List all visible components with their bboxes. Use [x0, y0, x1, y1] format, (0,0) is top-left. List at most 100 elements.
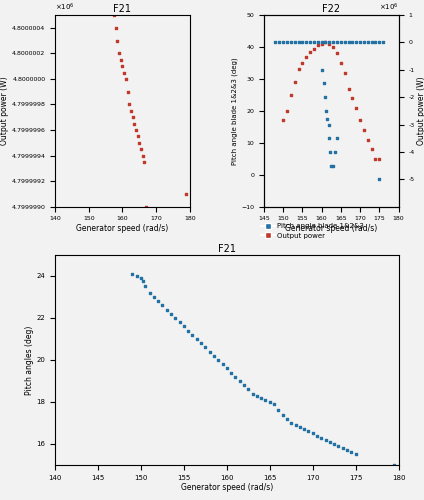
Text: $\times$10$^6$: $\times$10$^6$ [55, 2, 75, 13]
Point [170, 408, 176, 416]
Point [360, 126, 367, 134]
Point [292, 421, 299, 429]
Point [288, 419, 295, 427]
Point [284, 415, 290, 423]
Point [159, 302, 166, 310]
Point [215, 356, 222, 364]
Point [189, 331, 196, 339]
Y-axis label: Pitch angle blade 1&2&3 (deg): Pitch angle blade 1&2&3 (deg) [232, 57, 238, 164]
Point [245, 386, 252, 394]
Point [236, 377, 243, 385]
Point [301, 426, 307, 434]
Point [151, 266, 158, 274]
Point [322, 93, 329, 101]
Point [139, 277, 146, 285]
Point [330, 43, 337, 51]
Point [323, 107, 329, 115]
Point [326, 38, 333, 46]
Point [123, 75, 129, 83]
Point [151, 293, 157, 301]
Point [376, 38, 383, 46]
Point [262, 396, 269, 404]
Point [166, 382, 173, 390]
Point [142, 282, 149, 290]
Point [391, 461, 398, 469]
Point [339, 444, 346, 452]
Point [109, 0, 116, 6]
Point [295, 38, 302, 46]
Point [141, 158, 148, 166]
Point [133, 126, 139, 134]
Point [331, 440, 338, 448]
Point [303, 52, 310, 60]
Point [305, 428, 312, 436]
Point [148, 241, 154, 249]
X-axis label: Generator speed (rad/s): Generator speed (rad/s) [181, 484, 273, 492]
Point [223, 364, 230, 372]
Point [314, 42, 321, 50]
Legend: Pitch angle blade 1&2&3, Output power: Pitch angle blade 1&2&3, Output power [261, 223, 363, 238]
Point [295, 66, 302, 74]
Point [240, 381, 247, 389]
Point [134, 132, 141, 140]
Point [275, 406, 282, 414]
Point [181, 322, 187, 330]
Y-axis label: Output power (W): Output power (W) [0, 76, 8, 145]
Point [167, 310, 174, 318]
Point [330, 162, 337, 170]
Point [318, 434, 325, 442]
Point [129, 114, 136, 122]
Point [119, 62, 126, 70]
Point [291, 38, 298, 46]
Point [198, 339, 204, 347]
Point [112, 24, 119, 32]
Point [310, 38, 317, 46]
Point [138, 145, 145, 153]
Point [124, 88, 131, 96]
Point [353, 38, 360, 46]
Point [296, 423, 303, 431]
Point [176, 318, 183, 326]
Point [144, 216, 151, 224]
Point [258, 394, 265, 402]
Point [142, 203, 149, 211]
Point [280, 116, 287, 124]
Point [228, 368, 234, 376]
Point [357, 116, 363, 124]
Point [320, 80, 327, 88]
Point [271, 400, 277, 408]
Point [254, 392, 260, 400]
Point [133, 272, 140, 280]
Point [193, 335, 200, 343]
Point [372, 38, 379, 46]
Point [345, 84, 352, 92]
Point [131, 120, 138, 128]
Point [310, 44, 317, 52]
Point [303, 38, 310, 46]
X-axis label: Generator speed (rad/s): Generator speed (rad/s) [285, 224, 377, 234]
Point [126, 100, 133, 108]
Point [360, 38, 367, 46]
Point [219, 360, 226, 368]
Point [307, 38, 313, 46]
Point [322, 436, 329, 444]
Point [284, 107, 290, 115]
Point [334, 38, 340, 46]
Point [334, 50, 340, 58]
Point [352, 450, 359, 458]
Point [284, 38, 290, 46]
Point [206, 348, 213, 356]
Point [287, 38, 294, 46]
Point [154, 280, 161, 287]
Point [117, 56, 124, 64]
Title: F22: F22 [322, 4, 340, 14]
Point [372, 155, 379, 163]
Point [168, 394, 175, 402]
Point [128, 107, 134, 115]
Point [345, 38, 352, 46]
Point [158, 318, 165, 326]
Point [159, 330, 166, 338]
Point [349, 94, 356, 102]
Point [232, 373, 239, 381]
Point [326, 438, 333, 446]
